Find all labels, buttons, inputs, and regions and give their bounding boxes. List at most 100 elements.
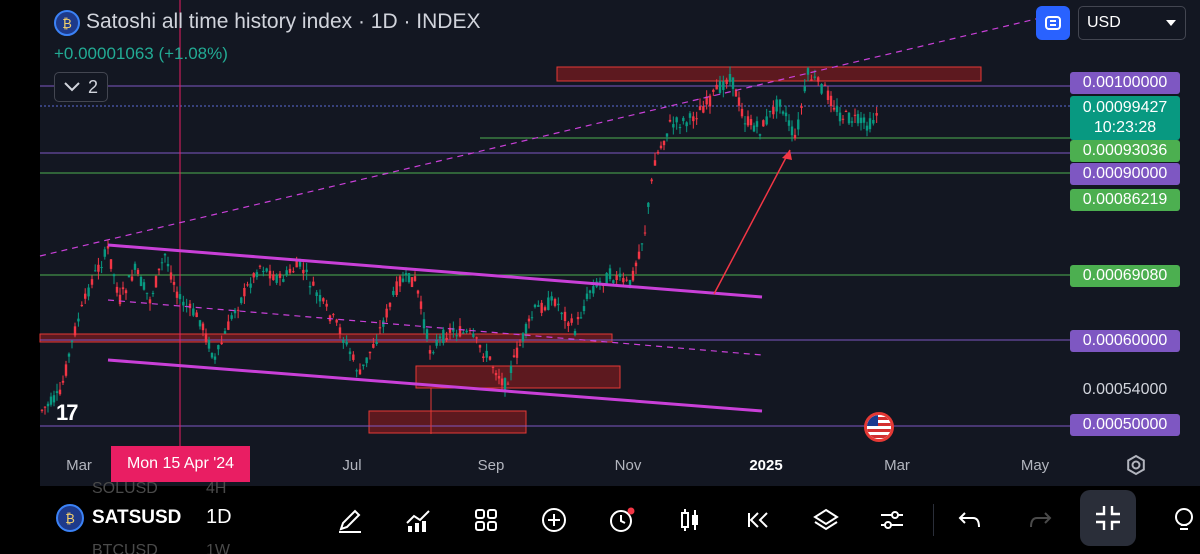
candle-body [258, 265, 262, 267]
candle-body [338, 327, 342, 335]
candle-body [84, 293, 87, 299]
time-tick-nov: Nov [614, 457, 642, 474]
candle-body [322, 298, 325, 302]
price-chart[interactable] [0, 0, 1200, 486]
candle-body [352, 354, 355, 360]
candle-body [817, 77, 820, 82]
candle-body [201, 323, 205, 331]
brush-tool-button[interactable] [330, 500, 370, 540]
candle-body [345, 341, 348, 345]
candle-body [488, 356, 492, 360]
crosshair-date-label: Mon 15 Apr '24 [111, 446, 250, 482]
candle-body [308, 286, 312, 288]
candle-body [154, 276, 158, 288]
candle-body [856, 114, 860, 124]
candle-body [868, 118, 872, 130]
candle-body [182, 301, 185, 306]
candle-body [295, 260, 298, 268]
candle-body [43, 406, 47, 408]
chart-line-icon [406, 510, 430, 532]
alert-clock-icon [610, 507, 635, 532]
bottom-toolbar [0, 486, 1200, 554]
chart-type-button[interactable] [670, 500, 710, 540]
undo-button[interactable] [950, 500, 990, 540]
currency-select[interactable]: USD [1078, 6, 1186, 40]
candle-body [872, 119, 875, 124]
candle-body [127, 275, 131, 278]
time-tick-sep: Sep [477, 457, 505, 474]
candle-body [80, 304, 83, 307]
candle-body [97, 264, 100, 272]
sync-icon [1045, 16, 1061, 30]
fullscreen-toggle-button[interactable] [1080, 490, 1136, 546]
price-scale-tick: 0.00054000 [1082, 381, 1168, 398]
candle-body [272, 274, 275, 281]
candle-body [233, 309, 237, 314]
candle-body [573, 330, 577, 336]
grid-icon [475, 509, 497, 531]
layers-button[interactable] [806, 500, 846, 540]
candle-body [223, 331, 227, 334]
candle-body [592, 286, 595, 294]
layout-button[interactable] [466, 500, 506, 540]
collapse-icon [1096, 506, 1120, 530]
add-button[interactable] [534, 500, 574, 540]
undo-icon [958, 512, 980, 528]
candle-body [365, 357, 368, 364]
indicators-button[interactable] [398, 500, 438, 540]
candle-body [656, 151, 660, 154]
candle-body [637, 251, 641, 259]
channel-mid-line [107, 299, 763, 356]
candle-body [90, 279, 94, 285]
candle-body [462, 332, 465, 334]
candle-body [252, 273, 255, 278]
level-label-5: 0.00069080 [1070, 265, 1180, 287]
candle-body [148, 299, 152, 304]
candle-body [820, 83, 823, 94]
candle-body [378, 327, 382, 329]
candle-body [875, 113, 878, 116]
interval-selector[interactable]: 1D [206, 506, 232, 528]
candle-body [416, 290, 420, 294]
alert-button[interactable] [602, 500, 642, 540]
candle-body [106, 246, 110, 249]
settings-button[interactable] [872, 500, 912, 540]
replay-button[interactable] [738, 500, 778, 540]
candle-body [452, 327, 455, 332]
plus-circle-icon [542, 508, 566, 532]
candle-body [145, 292, 149, 294]
candle-body [506, 383, 510, 385]
sync-toggle-button[interactable] [1036, 6, 1070, 40]
symbol-selector[interactable]: ₿ SATSUSD [56, 504, 182, 532]
redo-button[interactable] [1020, 500, 1060, 540]
candle-body [73, 326, 77, 336]
candle-body [55, 391, 59, 393]
candle-body [685, 122, 688, 127]
bar-countdown: 10:23:28 [1093, 119, 1157, 136]
candle-body [210, 352, 214, 358]
candle-body [865, 125, 869, 131]
gear-icon[interactable] [1125, 454, 1147, 476]
candle-body [227, 321, 230, 330]
candle-body [503, 378, 507, 392]
candle-body [404, 273, 408, 275]
candle-body [734, 89, 738, 97]
candle-body [213, 356, 217, 360]
candle-body [537, 305, 540, 307]
candle-body [618, 273, 622, 277]
candle-body [169, 272, 173, 280]
candle-body [491, 366, 495, 368]
candle-body [647, 202, 650, 207]
candle-body [634, 262, 638, 267]
time-axis[interactable]: Mar Jul Sep Nov 2025 Mar May [40, 449, 1200, 481]
candle-body [622, 278, 625, 283]
ideas-button[interactable] [1164, 500, 1200, 540]
candle-body [157, 268, 161, 271]
replay-icon [748, 512, 768, 528]
candle-body [762, 120, 765, 127]
candle-body [278, 273, 282, 278]
us-flag-icon[interactable] [864, 412, 894, 442]
indicators-toggle-button[interactable]: 2 [54, 72, 108, 102]
candle-body [806, 68, 810, 75]
